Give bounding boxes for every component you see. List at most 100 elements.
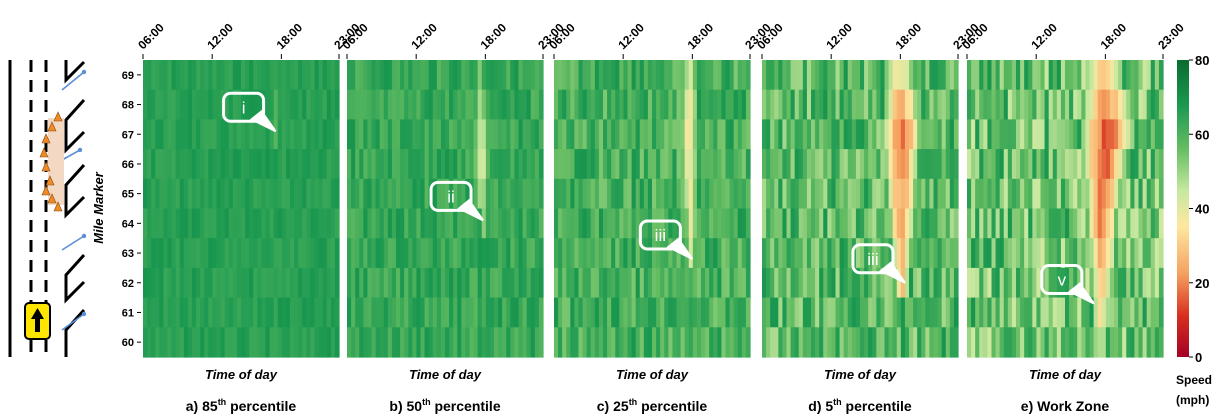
heatmap-cell (371, 119, 377, 150)
heatmap-cell (721, 89, 727, 120)
heatmap-cell (611, 149, 616, 180)
heatmap-cell (1158, 119, 1164, 150)
heatmap-cell (835, 149, 841, 180)
heatmap-cell (1003, 149, 1009, 180)
heatmap-cell (643, 208, 649, 239)
heatmap-cell (884, 238, 890, 269)
heatmap-cell (880, 60, 886, 91)
heatmap-cell (461, 89, 467, 120)
heatmap-cell (167, 238, 173, 269)
heatmap-cell (843, 208, 849, 239)
merge-arrow (61, 235, 85, 251)
heatmap-cell (643, 267, 649, 299)
heatmap-cell (481, 89, 487, 120)
heatmap-cell (285, 119, 291, 150)
heatmap-cell (192, 208, 197, 239)
x-tick-label: 12:00 (1028, 20, 1060, 52)
heatmap-cell (1134, 208, 1140, 239)
heatmap-cell (1105, 327, 1111, 358)
heatmap-cell (175, 238, 181, 269)
heatmap-cell (375, 149, 381, 180)
heatmap-cell (1134, 149, 1140, 180)
heatmap-cell (774, 60, 779, 91)
heatmap-cell (1114, 149, 1119, 180)
heatmap-cell (351, 327, 356, 358)
heatmap-cell (975, 238, 980, 269)
heatmap-cell (725, 149, 731, 180)
heatmap-cell (453, 208, 458, 239)
heatmap-cell (538, 149, 544, 180)
heatmap-cell (1093, 60, 1099, 91)
heatmap-cell (1118, 327, 1123, 358)
heatmap-cell (819, 149, 824, 180)
y-tick-label: 69 (122, 70, 134, 82)
heatmap-cell (216, 327, 222, 358)
heatmap-cell (1024, 178, 1029, 210)
heatmap-cell (705, 208, 710, 239)
heatmap-cell (322, 327, 328, 358)
heatmap-cell (983, 178, 989, 210)
heatmap-cell (387, 178, 393, 210)
heatmap-cell (860, 149, 865, 180)
heatmap-cell (713, 60, 718, 91)
heatmap-cell (1011, 267, 1017, 299)
heatmap-cell (1011, 327, 1017, 358)
heatmap-cell (598, 267, 604, 299)
heatmap-cell (598, 238, 604, 269)
heatmap-cell (473, 119, 479, 150)
heatmap-cell (143, 178, 148, 210)
heatmap-cell (465, 297, 471, 328)
heatmap-cell (175, 327, 181, 358)
heatmap-cell (400, 89, 405, 120)
heatmap-cell (477, 208, 483, 239)
heatmap-cell (183, 208, 189, 239)
heatmap-cell (436, 149, 442, 180)
heatmap-cell (473, 178, 479, 210)
heatmap-cell (945, 178, 951, 210)
heatmap-cell (933, 119, 939, 150)
heatmap-cell (265, 178, 271, 210)
heatmap-cell (485, 149, 491, 180)
callout-label: ii (447, 187, 455, 206)
heatmap-cell (574, 89, 580, 120)
heatmap-cell (334, 238, 340, 269)
heatmap-cell (574, 297, 580, 328)
heatmap-cell (892, 238, 898, 269)
heatmap-cell (277, 60, 283, 91)
heatmap-cell (489, 178, 495, 210)
heatmap-cell (1060, 60, 1066, 91)
heatmap-cell (1065, 178, 1070, 210)
heatmap-cell (387, 327, 393, 358)
heatmap-cell (294, 267, 299, 299)
heatmap-cell (872, 267, 877, 299)
heatmap-cell (995, 267, 1001, 299)
heatmap-cell (1003, 119, 1009, 150)
heatmap-cell (506, 119, 511, 150)
heatmap-cell (216, 149, 222, 180)
heatmap-cell (1069, 238, 1074, 269)
heatmap-cell (330, 327, 336, 358)
heatmap-cell (713, 149, 718, 180)
heatmap-cell (318, 149, 324, 180)
heatmap-cell (705, 60, 710, 91)
heatmap-cell (506, 327, 511, 358)
heatmap-cell (664, 297, 669, 328)
heatmap-cell (183, 238, 189, 269)
heatmap-cell (347, 178, 352, 210)
traffic-cone-icon (45, 175, 55, 186)
heatmap-cell (1044, 327, 1050, 358)
y-tick-label: 64 (122, 218, 135, 230)
heatmap-cell (590, 297, 596, 328)
heatmap-cell (514, 149, 520, 180)
heatmap-cell (290, 119, 295, 150)
heatmap-cell (831, 267, 837, 299)
heatmap-cell (387, 149, 393, 180)
heatmap-cell (436, 60, 442, 91)
heatmap-cell (232, 238, 238, 269)
heatmap-cell (652, 89, 657, 120)
heatmap-cell (1016, 238, 1021, 269)
heatmap-cell (995, 238, 1001, 269)
heatmap-cell (811, 149, 816, 180)
heatmap-cell (241, 208, 246, 239)
heatmap-cell (1048, 149, 1054, 180)
